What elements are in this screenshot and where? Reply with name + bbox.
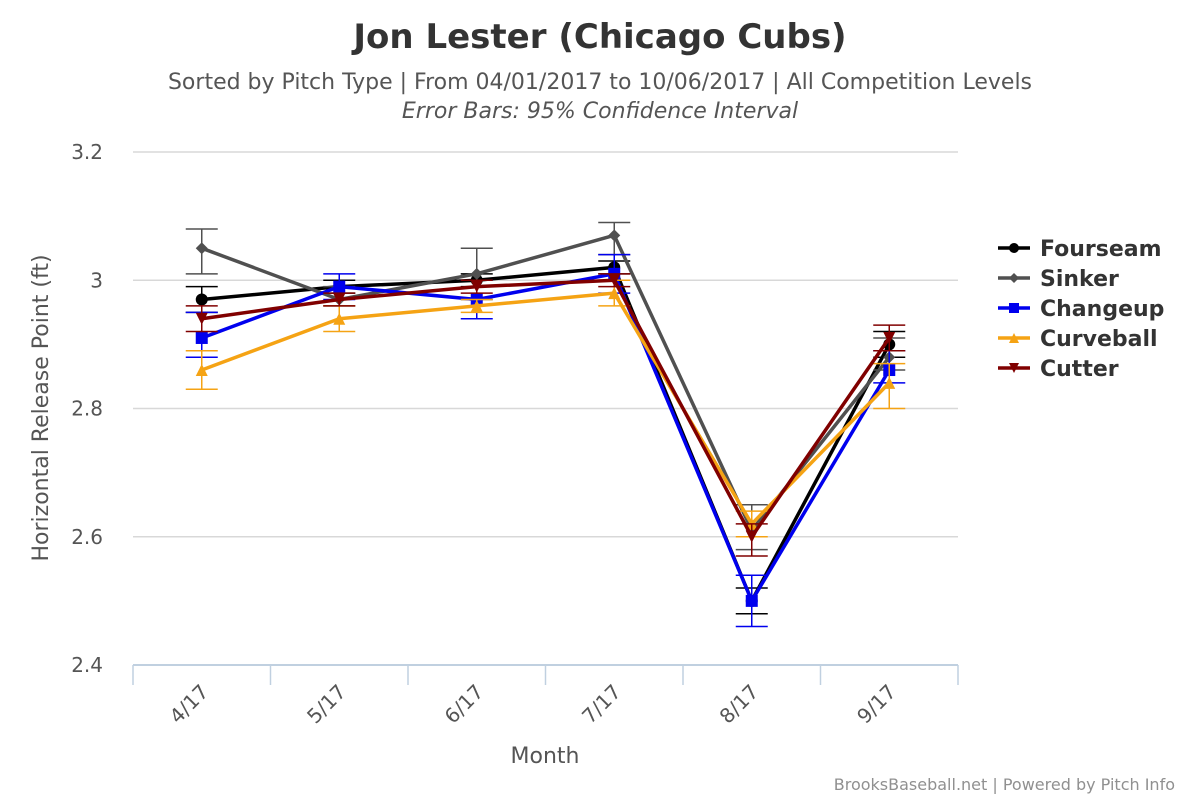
chart-title: Jon Lester (Chicago Cubs) [351, 17, 846, 57]
x-axis-title: Month [511, 744, 580, 769]
data-point[interactable] [745, 530, 758, 543]
legend-item-cutter[interactable]: Cutter [998, 357, 1119, 382]
series-line [201, 272, 891, 603]
legend-label: Fourseam [1040, 237, 1162, 262]
series-changeup [185, 253, 906, 628]
chart-subtitle-error-bars: Error Bars: 95% Confidence Interval [402, 99, 798, 124]
data-point[interactable] [195, 364, 208, 377]
legend-marker [1009, 333, 1019, 343]
data-point[interactable] [608, 229, 621, 242]
data-point[interactable] [195, 312, 208, 325]
series-line [201, 291, 891, 526]
x-tick-label: 4/17 [165, 680, 214, 729]
legend-marker [1009, 363, 1019, 373]
legend-item-fourseam[interactable]: Fourseam [998, 237, 1162, 262]
legend-label: Sinker [1040, 267, 1119, 292]
legend-item-changeup[interactable]: Changeup [998, 297, 1164, 322]
data-point[interactable] [195, 242, 208, 255]
data-point[interactable] [883, 331, 896, 344]
x-tick-label: 6/17 [440, 680, 489, 729]
x-tick-label: 9/17 [852, 680, 901, 729]
legend-label: Changeup [1040, 297, 1164, 322]
data-point[interactable] [883, 376, 896, 389]
legend-marker [1009, 273, 1019, 283]
y-axis-title: Horizontal Release Point (ft) [29, 254, 54, 561]
grid-lines [133, 151, 958, 538]
legend-marker [1009, 303, 1019, 313]
data-point[interactable] [195, 293, 208, 306]
legend-item-sinker[interactable]: Sinker [998, 267, 1119, 292]
plot-series [185, 221, 906, 628]
data-point[interactable] [608, 287, 621, 300]
y-tick-label: 2.6 [71, 525, 103, 549]
data-point[interactable] [333, 293, 346, 306]
data-point[interactable] [470, 299, 483, 312]
series-fourseam [185, 260, 906, 615]
y-tick-label: 2.4 [71, 653, 103, 677]
chart-subtitle: Sorted by Pitch Type | From 04/01/2017 t… [168, 70, 1032, 95]
x-tick-label: 8/17 [715, 680, 764, 729]
data-point[interactable] [608, 274, 621, 287]
data-point[interactable] [333, 280, 346, 293]
y-tick-label: 2.8 [71, 397, 103, 421]
legend: Fourseam Sinker Changeup Curveball Cutter [998, 237, 1164, 382]
x-axis [132, 664, 959, 685]
legend-item-curveball[interactable]: Curveball [998, 327, 1158, 352]
x-axis-tick-labels: 4/17 5/17 6/17 7/17 8/17 9/17 [165, 680, 901, 729]
y-tick-label: 3 [90, 268, 103, 292]
data-point[interactable] [470, 267, 483, 280]
legend-label: Cutter [1040, 357, 1119, 382]
series-cutter [185, 273, 906, 557]
x-tick-label: 7/17 [577, 680, 626, 729]
legend-marker [1009, 243, 1019, 253]
series-sinker [185, 221, 906, 551]
legend-label: Curveball [1040, 327, 1158, 352]
data-point[interactable] [195, 331, 208, 344]
data-point[interactable] [745, 594, 758, 607]
data-point[interactable] [333, 312, 346, 325]
series-line [201, 278, 891, 539]
series-curveball [185, 279, 906, 538]
series-line [201, 265, 891, 603]
x-tick-label: 5/17 [302, 680, 351, 729]
y-axis-tick-labels: 2.4 2.6 2.8 3 3.2 [71, 140, 103, 677]
credits-link[interactable]: BrooksBaseball.net | Powered by Pitch In… [834, 775, 1175, 794]
y-tick-label: 3.2 [71, 140, 103, 164]
data-point[interactable] [470, 280, 483, 293]
